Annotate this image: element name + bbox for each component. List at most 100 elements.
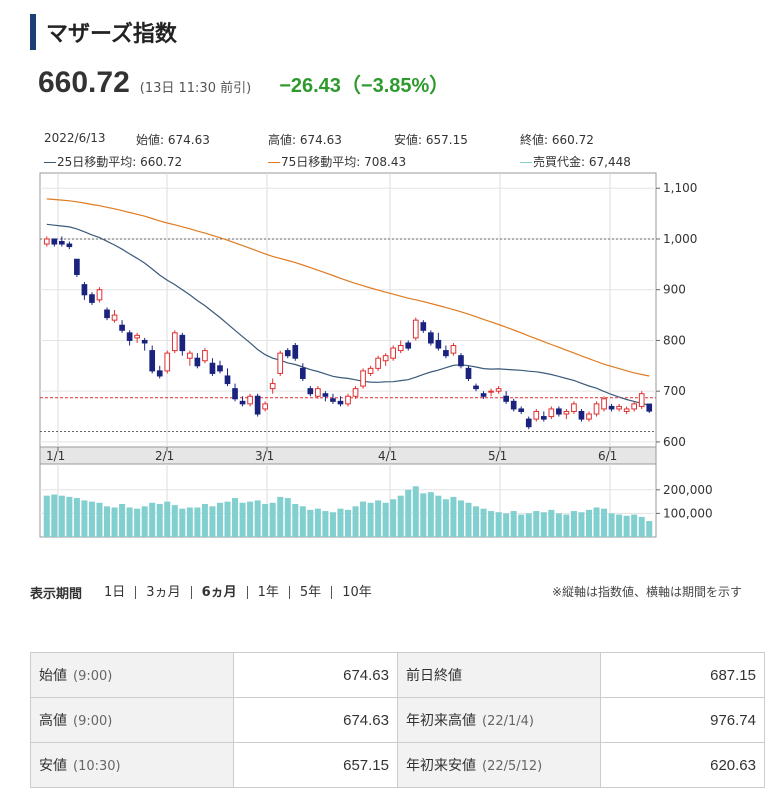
candle-body xyxy=(458,355,464,367)
period-selector: 表示期間 1日 3ヵ月 6ヵ月 1年 5年 10年 xyxy=(30,583,382,602)
volume-bar xyxy=(525,513,532,537)
volume-bar xyxy=(224,501,231,537)
legend-ma75: 75日移動平均: 708.43 xyxy=(268,153,406,170)
volume-bar xyxy=(284,498,291,537)
volume-bar xyxy=(81,500,88,537)
candle-body xyxy=(443,350,449,357)
stat-low-value: 657.15 xyxy=(233,742,398,788)
volume-bar xyxy=(427,492,434,537)
y-tick-label: 1,100 xyxy=(663,181,697,195)
price-chart[interactable]: 1/1 2/1 3/1 4/1 5/1 6/1 1,100 1,000 900 800 700 600… xyxy=(0,0,775,560)
period-1y[interactable]: 1年 xyxy=(246,586,289,599)
volume-bar xyxy=(247,501,254,537)
stat-key: 安値 (10:30) xyxy=(30,742,234,788)
candle-body xyxy=(450,345,457,354)
price-time: (13日 11:30 前引) xyxy=(139,81,252,96)
volume-bar xyxy=(307,509,314,537)
candle-body xyxy=(586,413,592,420)
volume-bar xyxy=(171,505,178,537)
info-close: 終値: 660.72 xyxy=(520,133,594,147)
volume-bar xyxy=(360,501,367,537)
volume-bar xyxy=(73,498,80,537)
stat-prev-close-value: 687.15 xyxy=(600,652,765,698)
stat-low-label: 安値 xyxy=(39,758,67,774)
candle-body xyxy=(330,398,336,402)
candle-body xyxy=(638,393,645,407)
ma75-swatch xyxy=(268,162,280,163)
volume-bar xyxy=(262,503,269,537)
volume-bar xyxy=(232,498,239,537)
volume-bar xyxy=(126,507,133,537)
candle-body xyxy=(352,388,359,397)
volume-bar xyxy=(58,495,65,537)
price-row: 660.72 (13日 11:30 前引) −26.43（−3.85%） xyxy=(38,66,449,100)
candle-body xyxy=(571,403,577,412)
stat-ytd-high-label: 年初来高値 xyxy=(406,713,476,729)
period-3m[interactable]: 3ヵ月 xyxy=(135,586,190,599)
ma75-line xyxy=(46,198,650,377)
volume-bar xyxy=(269,502,276,537)
volume-bar xyxy=(540,512,547,537)
volume-bar xyxy=(457,500,464,537)
volume-bar xyxy=(104,506,111,537)
candle-body xyxy=(43,238,50,245)
stat-ytd-high-date: (22/1/4) xyxy=(482,714,534,729)
candle-body xyxy=(141,339,148,344)
volume-bar xyxy=(382,502,389,537)
candle-body xyxy=(74,258,80,275)
stat-high-label: 高値 xyxy=(39,713,67,729)
period-1d[interactable]: 1日 xyxy=(104,585,126,600)
volume-bar xyxy=(329,512,336,537)
candle-body xyxy=(51,238,58,245)
legend-volume: 売買代金: 67,448 xyxy=(520,153,631,170)
ma25-swatch xyxy=(44,162,56,163)
volume-bar xyxy=(646,521,653,537)
volume-bar xyxy=(488,511,495,537)
candle-body xyxy=(510,400,517,410)
info-open: 始値: 674.63 xyxy=(136,133,210,147)
candle-body xyxy=(149,350,156,372)
x-tick-label: 4/1 xyxy=(378,449,397,463)
volume-bar xyxy=(352,506,359,537)
volume-bar xyxy=(390,499,397,537)
candle-body xyxy=(601,398,607,410)
stat-ytd-low-date: (22/5/12) xyxy=(482,759,543,774)
volume-bar xyxy=(179,508,186,537)
volume-bar xyxy=(292,503,299,537)
y-tick-label: 1,000 xyxy=(663,232,697,246)
candle-body xyxy=(126,332,133,341)
y-tick-label: 900 xyxy=(663,283,686,297)
period-10y[interactable]: 10年 xyxy=(331,586,382,599)
candle-body xyxy=(548,408,555,418)
candle-body xyxy=(299,367,306,379)
period-6m[interactable]: 6ヵ月 xyxy=(190,586,247,599)
candle-body xyxy=(375,357,381,369)
x-tick-label: 2/1 xyxy=(155,449,174,463)
stat-key: 年初来高値 (22/1/4) xyxy=(397,697,601,743)
volume-bar xyxy=(186,507,193,537)
volume-bar xyxy=(337,508,344,537)
volume-bar xyxy=(51,494,58,537)
candle-body xyxy=(646,403,653,412)
volume-bar xyxy=(570,511,577,537)
x-tick-label: 3/1 xyxy=(255,449,274,463)
legend-volume-label: 売買代金: 67,448 xyxy=(533,155,631,169)
stat-ytd-high-value: 976.74 xyxy=(600,697,765,743)
volume-bar xyxy=(510,511,517,537)
volume-bar xyxy=(518,514,525,537)
period-5y[interactable]: 5年 xyxy=(288,586,331,599)
candle-body xyxy=(367,367,374,374)
stat-ytd-low-value: 620.63 xyxy=(600,742,765,788)
table-row: 始値 (9:00) 674.63 前日終値 687.15 xyxy=(30,652,765,698)
title-bar: マザーズ指数 xyxy=(30,14,177,50)
volume-bar xyxy=(111,507,118,537)
candle-body xyxy=(397,345,404,352)
volume-bar xyxy=(239,502,246,537)
volume-bar xyxy=(405,489,412,537)
ma25-line xyxy=(46,223,650,406)
volume-bar xyxy=(563,514,570,537)
candle-body xyxy=(435,339,442,349)
candle-body xyxy=(277,352,284,374)
table-row: 安値 (10:30) 657.15 年初来安値 (22/5/12) 620.63 xyxy=(30,742,765,788)
candle-body xyxy=(623,408,630,412)
